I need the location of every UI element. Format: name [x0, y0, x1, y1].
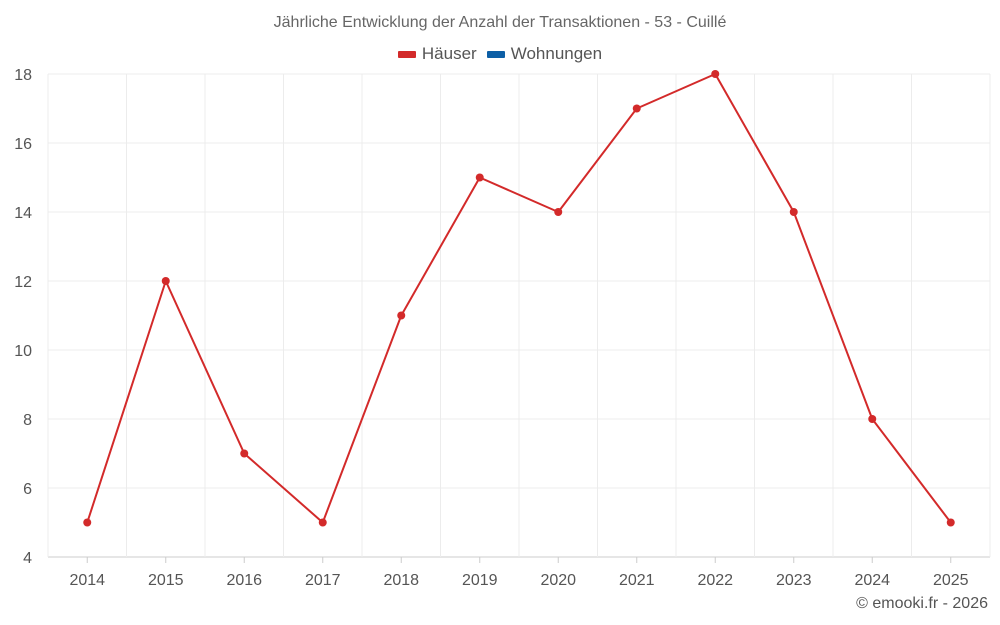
chart-title: Jährliche Entwicklung der Anzahl der Tra… [273, 14, 727, 31]
legend-item-wohnungen[interactable]: Wohnungen [486, 44, 603, 64]
x-tick-label: 2025 [933, 572, 969, 589]
x-tick-label: 2019 [462, 572, 498, 589]
data-point [318, 518, 327, 527]
data-point [632, 104, 641, 113]
y-tick-label: 6 [23, 481, 32, 498]
x-tick-label: 2020 [540, 572, 576, 589]
x-tick-label: 2018 [383, 572, 419, 589]
data-point [161, 277, 170, 285]
data-point [711, 70, 720, 78]
y-tick-label: 16 [14, 136, 32, 153]
x-tick-label: 2021 [619, 572, 655, 589]
legend: Häuser Wohnungen [0, 44, 1000, 64]
legend-item-haeuser[interactable]: Häuser [397, 44, 477, 64]
x-tick-label: 2022 [697, 572, 733, 589]
x-tick-label: 2015 [148, 572, 184, 589]
x-tick-label: 2024 [854, 572, 890, 589]
x-tick-label: 2016 [226, 572, 262, 589]
data-point [868, 415, 877, 423]
y-tick-label: 4 [23, 550, 32, 567]
data-point [240, 449, 249, 458]
data-point [946, 518, 955, 527]
x-tick-label: 2017 [305, 572, 341, 589]
y-tick-label: 8 [23, 412, 32, 429]
data-point [789, 208, 798, 216]
x-tick-label: 2014 [69, 572, 105, 589]
legend-swatch-wohnungen [486, 50, 505, 58]
credit-text: © emooki.fr - 2026 [856, 595, 988, 612]
legend-label-haeuser: Häuser [421, 44, 477, 63]
data-point [554, 208, 563, 216]
legend-label-wohnungen: Wohnungen [510, 44, 603, 63]
y-tick-label: 10 [14, 343, 32, 360]
legend-swatch-haeuser [397, 50, 416, 58]
series-line-0 [86, 73, 952, 524]
data-point [475, 173, 484, 182]
data-point [83, 518, 92, 527]
y-tick-label: 14 [14, 205, 32, 222]
y-tick-label: 18 [14, 67, 32, 84]
y-tick-label: 12 [14, 274, 32, 291]
data-point [397, 311, 406, 320]
x-tick-label: 2023 [776, 572, 812, 589]
